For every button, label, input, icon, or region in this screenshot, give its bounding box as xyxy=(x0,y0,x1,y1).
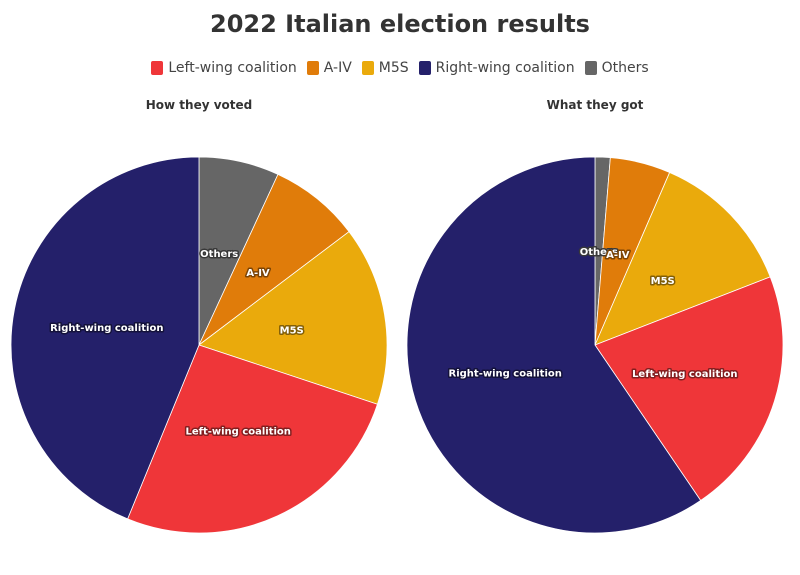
legend-item[interactable]: Right-wing coalition xyxy=(418,60,575,76)
legend-item[interactable]: Others xyxy=(584,60,649,76)
legend-label: Left-wing coalition xyxy=(168,60,297,76)
legend-item[interactable]: A-IV xyxy=(306,60,352,76)
pie-title: How they voted xyxy=(146,98,253,112)
chart-title: 2022 Italian election results xyxy=(210,10,590,38)
legend-label: Right-wing coalition xyxy=(435,60,575,76)
legend-swatch xyxy=(151,61,164,75)
slice-label: Others xyxy=(200,249,238,260)
legend-item[interactable]: M5S xyxy=(361,60,409,76)
pie-slice[interactable] xyxy=(594,171,771,346)
slice-label: A-IV xyxy=(246,268,270,279)
legend-swatch xyxy=(361,61,374,75)
pie-chart-1: How they voted Others A-IV M5S Left-wing coa… xyxy=(10,98,388,534)
legend-label: M5S xyxy=(378,60,409,76)
legend-swatch xyxy=(418,61,431,75)
legend-swatch xyxy=(306,61,319,75)
slice-label: M5S xyxy=(280,326,304,337)
pie-slice[interactable] xyxy=(198,173,350,346)
slice-label: Left-wing coalition xyxy=(632,369,737,380)
legend: Left-wing coalition A-IV M5S Right-wing coa… xyxy=(0,60,800,76)
pie-slice[interactable] xyxy=(127,344,378,534)
pie-slice[interactable] xyxy=(594,276,784,502)
legend-swatch xyxy=(584,61,597,75)
pie-slice[interactable] xyxy=(10,156,200,520)
slice-label: Right-wing coalition xyxy=(50,323,163,334)
legend-label: A-IV xyxy=(323,60,352,76)
pie-slice[interactable] xyxy=(406,156,702,534)
pie-title: What they got xyxy=(547,98,644,112)
legend-item[interactable]: Left-wing coalition xyxy=(151,60,297,76)
slice-label: Left-wing coalition xyxy=(185,426,290,437)
slice-label: M5S xyxy=(651,276,675,287)
pie-slice[interactable] xyxy=(198,231,388,405)
slice-label: Right-wing coalition xyxy=(449,369,562,380)
slice-label: A-IV xyxy=(606,250,630,261)
slice-label: Others xyxy=(580,247,618,258)
legend-label: Others xyxy=(601,60,649,76)
